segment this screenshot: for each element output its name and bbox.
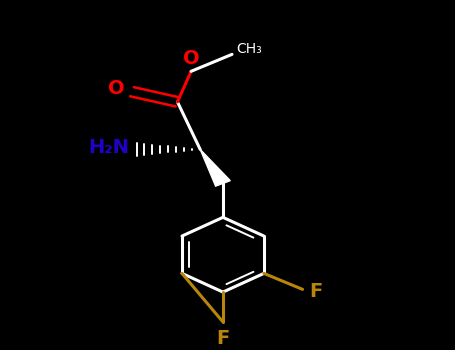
Text: F: F xyxy=(216,329,230,348)
Text: H₂N: H₂N xyxy=(89,138,130,157)
Text: CH₃: CH₃ xyxy=(237,42,263,56)
Text: O: O xyxy=(183,49,199,68)
Text: F: F xyxy=(309,281,323,301)
Text: O: O xyxy=(108,79,125,98)
Polygon shape xyxy=(200,149,230,186)
